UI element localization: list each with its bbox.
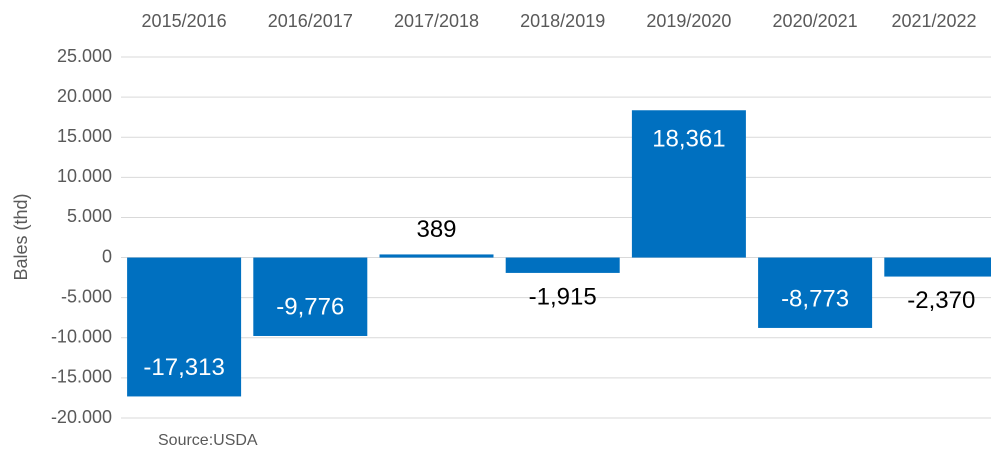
bar (758, 257, 873, 328)
value-label: 389 (416, 216, 456, 243)
y-tick-label: -20.000 (51, 407, 112, 427)
x-tick-label: 2019/2020 (646, 11, 731, 31)
x-tick-label: 2020/2021 (773, 11, 858, 31)
y-tick-label: -5.000 (61, 286, 112, 306)
bar (884, 257, 991, 277)
y-tick-label: -15.000 (51, 367, 112, 387)
y-tick-label: 0 (102, 246, 112, 266)
y-tick-label: -10.000 (51, 327, 112, 347)
x-tick-label: 2018/2019 (520, 11, 605, 31)
x-tick-label: 2017/2018 (394, 11, 479, 31)
value-label: -9,776 (276, 293, 344, 320)
bar (253, 257, 368, 336)
bar (127, 257, 242, 397)
value-label: -17,313 (143, 354, 224, 381)
value-label: -1,915 (529, 283, 597, 310)
y-axis-label: Bales (thd) (11, 193, 31, 280)
value-label: -2,370 (907, 287, 975, 314)
value-label: 18,361 (652, 126, 725, 153)
x-tick-label: 2015/2016 (142, 11, 227, 31)
bar (379, 254, 494, 258)
y-tick-label: 15.000 (57, 126, 112, 146)
source-note: Source:USDA (158, 432, 258, 449)
bar (505, 257, 620, 273)
y-tick-label: 10.000 (57, 166, 112, 186)
bar (631, 110, 746, 258)
y-tick-label: 20.000 (57, 86, 112, 106)
x-tick-label: 2021/2022 (891, 11, 976, 31)
y-tick-label: 25.000 (57, 46, 112, 66)
value-label: -8,773 (781, 285, 849, 312)
x-tick-label: 2016/2017 (268, 11, 353, 31)
y-tick-label: 5.000 (67, 206, 112, 226)
